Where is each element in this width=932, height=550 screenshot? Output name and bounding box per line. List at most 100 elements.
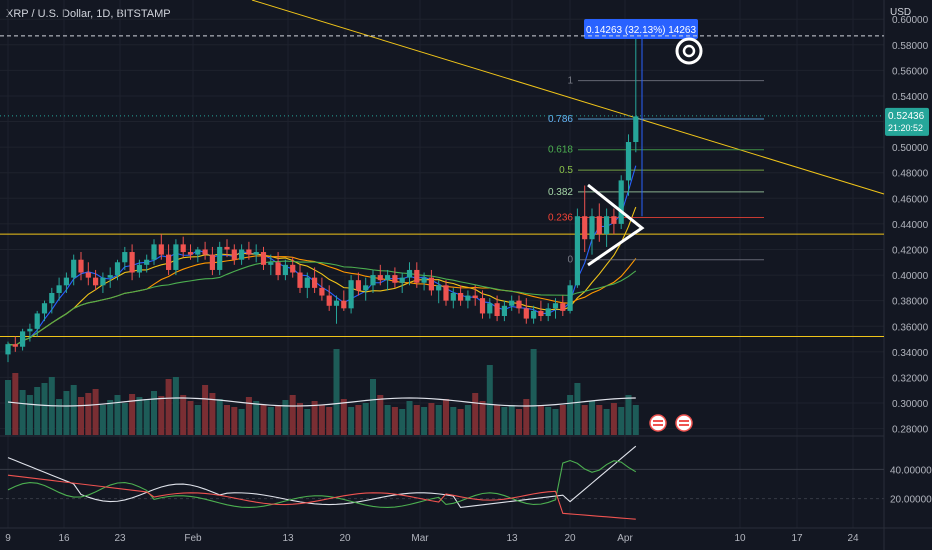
volume-bar	[494, 405, 501, 435]
candle-body	[436, 285, 442, 291]
candle-body	[516, 300, 522, 309]
volume-bar	[362, 403, 369, 435]
volume-bar	[574, 383, 581, 435]
volume-bar	[391, 407, 398, 435]
candle-body	[326, 295, 332, 306]
candle-body	[458, 292, 464, 301]
volume-bar	[435, 405, 442, 435]
volume-bar	[63, 391, 70, 435]
candle-body	[217, 246, 223, 270]
y-axis-tick: 0.58000	[892, 41, 929, 52]
volume-bar	[406, 401, 413, 435]
ma-mid-line	[7, 206, 637, 347]
volume-bar	[545, 407, 552, 435]
volume-bar	[450, 407, 457, 435]
volume-bar	[333, 349, 340, 435]
volume-bar	[457, 409, 464, 435]
volume-bar	[399, 409, 406, 435]
volume-bar	[107, 400, 114, 435]
candle-body	[348, 280, 354, 309]
x-axis-tick: 13	[282, 533, 294, 544]
x-axis-tick: 17	[791, 533, 803, 544]
candle-body	[392, 275, 398, 283]
candle-body	[246, 249, 252, 255]
x-axis-tick: 13	[506, 533, 518, 544]
y-axis-tick: 0.50000	[892, 143, 929, 154]
volume-bar	[26, 395, 33, 435]
candle-body	[224, 246, 230, 250]
candle-body	[129, 252, 135, 273]
volume-bar	[318, 405, 325, 435]
volume-bar	[275, 405, 282, 435]
candle-body	[27, 328, 33, 332]
candle-body	[239, 249, 245, 260]
volume-bar	[92, 389, 99, 435]
candle-body	[173, 244, 179, 270]
volume-bar	[443, 399, 449, 435]
volume-bar	[209, 393, 216, 435]
volume-bar	[326, 407, 333, 435]
candle-body	[406, 269, 413, 278]
volume-bar	[311, 401, 318, 435]
volume-bar	[165, 379, 172, 435]
candle-body	[574, 216, 580, 286]
current-price-value: 0.52436	[888, 111, 925, 122]
candle-body	[552, 303, 559, 309]
volume-bar	[253, 401, 260, 435]
candle-body	[531, 310, 537, 319]
volume-bar	[559, 405, 566, 435]
volume-bar	[304, 409, 311, 435]
candle-body	[355, 280, 361, 291]
candle-body	[450, 292, 456, 301]
volume-bar	[370, 379, 376, 435]
candle-body	[297, 272, 303, 288]
triangle-pattern	[587, 183, 645, 267]
us-flag-icon	[649, 414, 667, 432]
y-axis-tick: 0.42000	[892, 245, 929, 256]
candle-body	[122, 252, 128, 263]
fib-level-label: 0	[567, 255, 573, 266]
volume-bar	[581, 405, 588, 435]
candle-body	[231, 249, 237, 260]
candle-body	[41, 303, 48, 314]
oscillator-tick: 20.00000	[890, 495, 932, 506]
ma-long-line	[7, 260, 637, 347]
fib-level-label: 0.786	[548, 114, 573, 125]
candle-body	[187, 252, 194, 255]
measure-label-box	[584, 19, 698, 39]
candle-body	[136, 264, 142, 273]
candle-body	[151, 244, 157, 260]
fib-level-label: 0.618	[548, 145, 573, 156]
candle-body	[509, 300, 515, 306]
candle-body	[275, 262, 281, 276]
candle-body	[100, 277, 106, 286]
us-flag-stripe	[653, 424, 663, 426]
volume-bar	[472, 393, 479, 435]
symbol-title[interactable]: XRP / U.S. Dollar, 1D, BITSTAMP	[6, 8, 171, 20]
candle-body	[633, 116, 639, 143]
di-minus-line	[7, 474, 636, 520]
volume-bar	[464, 405, 471, 435]
x-axis-tick: Feb	[184, 533, 202, 544]
candle-body	[370, 275, 376, 286]
x-axis-tick: 9	[5, 533, 11, 544]
volume-bar	[70, 385, 77, 435]
trendline	[251, 0, 885, 195]
volume-bar	[158, 396, 165, 435]
volume-bar	[625, 395, 632, 435]
volume-bar	[85, 393, 92, 435]
x-axis-tick: 24	[847, 533, 859, 544]
volume-bar	[297, 403, 303, 435]
candle-body	[114, 262, 121, 276]
us-flag-stripe	[653, 420, 663, 422]
volume-bar	[486, 365, 493, 435]
candle-body	[377, 275, 383, 281]
candle-body	[399, 277, 405, 283]
volume-bar	[603, 409, 610, 435]
y-axis-tick: 0.30000	[892, 399, 929, 410]
volume-bar	[552, 409, 559, 435]
volume-bar	[99, 405, 106, 435]
y-axis-tick: 0.56000	[892, 66, 929, 77]
candle-body	[589, 216, 595, 240]
